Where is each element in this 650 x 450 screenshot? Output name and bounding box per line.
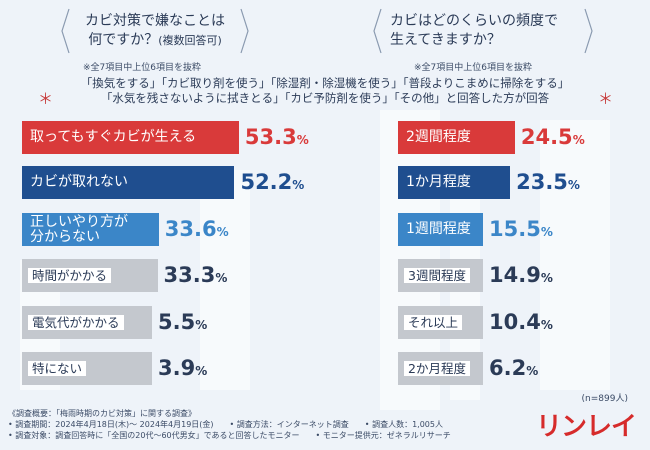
left-chart-row: 時間がかかる 33.3%	[22, 259, 248, 292]
left-chart-bar: 正しいやり方が 分からない	[22, 213, 159, 246]
left-chart-value-unit: %	[296, 133, 309, 147]
right-chart-bar: 1か月程度	[398, 166, 511, 199]
condition-line2: 「水気を残さないように拭きとる」「カビ予防剤を使う」「その他」と回答した方が回答	[100, 91, 550, 105]
right-chart-category-label: 2か月程度	[404, 361, 470, 376]
right-note: ※全7項目中上位6項目を抜粋	[414, 63, 532, 73]
left-chart-value-number: 3.9	[158, 356, 196, 380]
right-chart-bar: それ以上	[398, 306, 483, 339]
left-bracket-right-icon	[240, 8, 249, 54]
left-question-header: カビ対策で嫌なことは 何ですか？(複数回答可)	[60, 8, 250, 54]
footer-line1: 《調査概要：「梅雨時期のカビ対策」に関する調査》	[8, 409, 196, 418]
left-chart-bar: 特にない	[22, 352, 152, 385]
right-chart-row: 1か月程度 23.5%	[398, 166, 600, 199]
right-chart-value-number: 23.5	[516, 170, 568, 194]
left-chart-row: カビが取れない 52.2%	[22, 166, 324, 199]
left-chart-category-label: 時間がかかる	[28, 268, 112, 283]
right-chart-category-label: それ以上	[404, 315, 463, 330]
right-chart-value-number: 14.9	[489, 263, 541, 287]
left-chart-category-label: カビが取れない	[30, 174, 128, 190]
left-chart-value-number: 52.2	[240, 170, 293, 194]
left-chart-value-unit: %	[195, 318, 208, 332]
right-chart-row: 3週間程度 14.9%	[398, 259, 573, 292]
left-chart-row: 電気代がかかる 5.5%	[22, 306, 242, 339]
left-chart-value-label: 52.2%	[240, 170, 304, 194]
left-note: ※全7項目中上位6項目を抜粋	[83, 63, 201, 73]
right-chart-category-label: 1週間程度	[406, 221, 471, 237]
condition-line1: 「換気をする」「カビ取り剤を使う」「除湿剤・除湿機を使う」「普段よりこまめに掃除…	[80, 76, 570, 90]
right-question-text: カビはどのくらいの頻度で 生えてきますか？	[390, 12, 580, 50]
right-chart-value-label: 15.5%	[489, 217, 553, 241]
rinrei-logo: リンレイ	[535, 412, 637, 442]
right-chart-category-label: 3週間程度	[404, 268, 470, 283]
right-chart-value-number: 15.5	[489, 217, 541, 241]
left-chart-bar: カビが取れない	[22, 166, 235, 199]
left-question-text: カビ対策で嫌なことは 何ですか？(複数回答可)	[74, 12, 236, 50]
footer-line3: • 調査対象：調査回答時に「全国の20代～60代男女」であると回答したモニター …	[8, 431, 451, 440]
left-chart-value-number: 33.3	[163, 263, 216, 287]
right-chart-value-number: 24.5	[520, 125, 573, 149]
left-chart-value-unit: %	[292, 178, 305, 192]
right-chart-value-unit: %	[540, 271, 553, 285]
right-chart-row: それ以上 10.4%	[398, 306, 573, 339]
right-question-header: カビはどのくらいの頻度で 生えてきますか？	[372, 8, 594, 54]
right-bracket-right-icon	[584, 8, 593, 54]
left-chart-value-label: 33.6%	[165, 217, 229, 241]
survey-footer: 《調査概要：「梅雨時期のカビ対策」に関する調査》 • 調査期間：2024年4月1…	[8, 408, 451, 441]
right-chart-value-number: 10.4	[489, 310, 541, 334]
left-chart-bar: 取ってもすぐカビが生える	[22, 121, 239, 154]
left-chart-value-unit: %	[216, 225, 229, 239]
right-chart-value-label: 23.5%	[516, 170, 580, 194]
left-question-note: (複数回答可)	[158, 34, 222, 47]
right-chart-value-unit: %	[526, 364, 539, 378]
left-chart-category-label: 正しいやり方が 分からない	[30, 213, 128, 245]
left-question-line1: カビ対策で嫌なことは	[85, 13, 225, 29]
left-chart-bar: 電気代がかかる	[22, 306, 152, 339]
left-chart-row: 取ってもすぐカビが生える 53.3%	[22, 121, 329, 154]
right-chart-value-unit: %	[540, 225, 553, 239]
right-question-line1: カビはどのくらいの頻度で	[390, 13, 558, 29]
left-chart-row: 正しいやり方が 分からない 33.6%	[22, 213, 249, 246]
right-chart-value-unit: %	[540, 318, 553, 332]
condition-text: 「換気をする」「カビ取り剤を使う」「除湿剤・除湿機を使う」「普段よりこまめに掃除…	[0, 76, 650, 106]
left-chart-category-label: 取ってもすぐカビが生える	[30, 129, 197, 145]
right-chart-value-number: 6.2	[489, 356, 527, 380]
left-chart-category-label: 電気代がかかる	[28, 315, 124, 330]
left-chart-value-label: 3.9%	[158, 356, 207, 380]
left-chart-row: 特にない 3.9%	[22, 352, 242, 385]
left-chart-value-label: 53.3%	[245, 125, 309, 149]
left-chart-value-unit: %	[215, 271, 228, 285]
right-chart-row: 2週間程度 24.5%	[398, 121, 605, 154]
right-chart-category-label: 1か月程度	[406, 174, 471, 190]
left-chart-value-label: 33.3%	[164, 263, 228, 287]
left-chart-value-label: 5.5%	[158, 310, 207, 334]
star-right-icon: ＊	[598, 90, 614, 108]
right-chart-value-label: 10.4%	[489, 310, 553, 334]
right-chart-value-label: 6.2%	[489, 356, 538, 380]
right-chart-bar: 2か月程度	[398, 352, 483, 385]
right-chart-row: 1週間程度 15.5%	[398, 213, 573, 246]
left-chart-bar: 時間がかかる	[22, 259, 158, 292]
right-chart-value-unit: %	[572, 133, 585, 147]
right-chart-row: 2か月程度 6.2%	[398, 352, 573, 385]
left-chart-value-number: 5.5	[158, 310, 196, 334]
footer-line2: • 調査期間：2024年4月18日(木)～ 2024年4月19日(金) • 調査…	[8, 420, 443, 429]
right-chart-value-label: 14.9%	[489, 263, 553, 287]
right-bracket-left-icon	[373, 8, 382, 54]
right-chart-category-label: 2週間程度	[406, 129, 471, 145]
left-chart-value-number: 53.3	[244, 125, 297, 149]
right-chart-value-label: 24.5%	[521, 125, 585, 149]
left-chart-value-number: 33.6	[164, 217, 217, 241]
left-chart-value-unit: %	[195, 364, 208, 378]
right-chart-bar: 2週間程度	[398, 121, 515, 154]
sample-size-label: (n=899人)	[581, 394, 628, 404]
left-question-line2: 何ですか？	[88, 32, 159, 48]
right-question-line2: 生えてきますか？	[390, 32, 501, 48]
right-chart-bar: 3週間程度	[398, 259, 483, 292]
right-chart-bar: 1週間程度	[398, 213, 483, 246]
right-chart-value-unit: %	[567, 178, 580, 192]
left-bracket-icon	[61, 8, 70, 54]
star-left-icon: ＊	[38, 90, 54, 108]
left-chart-category-label: 特にない	[28, 361, 87, 376]
